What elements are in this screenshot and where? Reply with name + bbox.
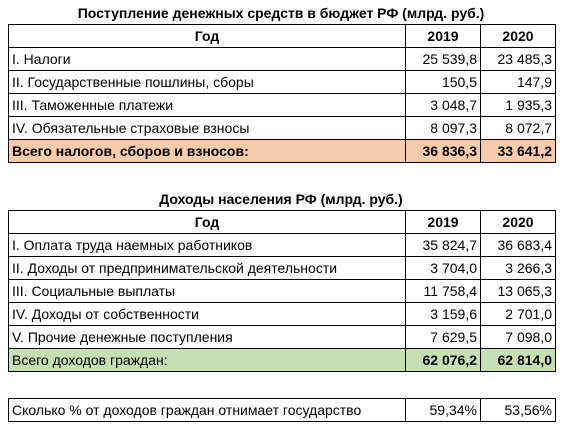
value-2020: 36 683,4: [480, 233, 556, 257]
year-header: Год: [8, 24, 406, 48]
value-2019: 11 758,4: [405, 279, 481, 303]
row-label: III. Социальные выплаты: [8, 279, 406, 303]
value-2020: 8 072,7: [480, 116, 556, 140]
share-table: Сколько % от доходов граждан отнимает го…: [8, 398, 556, 422]
share-2020: 53,56%: [480, 398, 556, 422]
share-2019: 59,34%: [405, 398, 481, 422]
budget-table-title: Поступление денежных средств в бюджет РФ…: [77, 5, 485, 21]
value-2020: 3 266,3: [480, 256, 556, 280]
table-row: II. Государственные пошлины, сборы 150,5…: [8, 70, 556, 94]
budget-total-row: Всего налогов, сборов и взносов: 36 836,…: [8, 139, 556, 163]
row-label: I. Оплата труда наемных работников: [8, 233, 406, 257]
income-table: Год 2019 2020 I. Оплата труда наемных ра…: [8, 210, 556, 372]
total-2019: 62 076,2: [405, 348, 481, 372]
value-2020: 13 065,3: [480, 279, 556, 303]
value-2020: 7 098,0: [480, 325, 556, 349]
value-2019: 35 824,7: [405, 233, 481, 257]
total-label: Всего налогов, сборов и взносов:: [8, 139, 406, 163]
table-row: I. Налоги 25 539,8 23 485,3: [8, 47, 556, 71]
year-2019-header: 2019: [405, 210, 481, 234]
row-label: III. Таможенные платежи: [8, 93, 406, 117]
table-row: IV. Обязательные страховые взносы 8 097,…: [8, 116, 556, 140]
share-label: Сколько % от доходов граждан отнимает го…: [8, 398, 406, 422]
value-2019: 8 097,3: [405, 116, 481, 140]
table-row: III. Таможенные платежи 3 048,7 1 935,3: [8, 93, 556, 117]
total-label: Всего доходов граждан:: [8, 348, 406, 372]
row-label: I. Налоги: [8, 47, 406, 71]
table-row: III. Социальные выплаты 11 758,4 13 065,…: [8, 279, 556, 303]
row-label: IV. Доходы от собственности: [8, 302, 406, 326]
income-total-row: Всего доходов граждан: 62 076,2 62 814,0: [8, 348, 556, 372]
row-label: V. Прочие денежные поступления: [8, 325, 406, 349]
income-header-row: Год 2019 2020: [8, 210, 556, 234]
value-2019: 7 629,5: [405, 325, 481, 349]
value-2020: 147,9: [480, 70, 556, 94]
table-row: V. Прочие денежные поступления 7 629,5 7…: [8, 325, 556, 349]
table-row: II. Доходы от предпринимательской деятел…: [8, 256, 556, 280]
value-2020: 23 485,3: [480, 47, 556, 71]
income-table-title: Доходы населения РФ (млрд. руб.): [159, 191, 403, 207]
total-2019: 36 836,3: [405, 139, 481, 163]
value-2019: 25 539,8: [405, 47, 481, 71]
row-label: II. Государственные пошлины, сборы: [8, 70, 406, 94]
value-2019: 3 048,7: [405, 93, 481, 117]
value-2019: 3 704,0: [405, 256, 481, 280]
share-row: Сколько % от доходов граждан отнимает го…: [8, 398, 556, 422]
year-2020-header: 2020: [480, 210, 556, 234]
value-2019: 150,5: [405, 70, 481, 94]
year-2020-header: 2020: [480, 24, 556, 48]
year-2019-header: 2019: [405, 24, 481, 48]
budget-table: Год 2019 2020 I. Налоги 25 539,8 23 485,…: [8, 24, 556, 163]
value-2020: 2 701,0: [480, 302, 556, 326]
row-label: IV. Обязательные страховые взносы: [8, 116, 406, 140]
row-label: II. Доходы от предпринимательской деятел…: [8, 256, 406, 280]
value-2020: 1 935,3: [480, 93, 556, 117]
table-row: IV. Доходы от собственности 3 159,6 2 70…: [8, 302, 556, 326]
total-2020: 33 641,2: [480, 139, 556, 163]
budget-header-row: Год 2019 2020: [8, 24, 556, 48]
year-header: Год: [8, 210, 406, 234]
table-row: I. Оплата труда наемных работников 35 82…: [8, 233, 556, 257]
value-2019: 3 159,6: [405, 302, 481, 326]
total-2020: 62 814,0: [480, 348, 556, 372]
